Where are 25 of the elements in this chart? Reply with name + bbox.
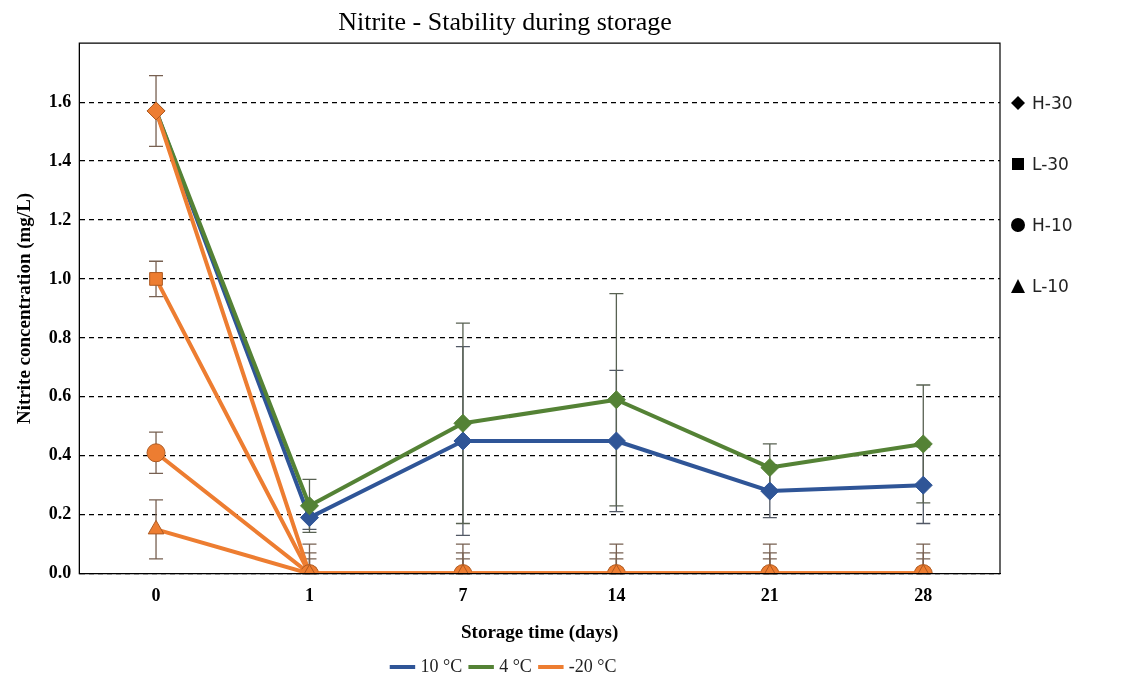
x-tick-label: 14 — [607, 585, 626, 606]
y-tick-label: 1.0 — [48, 267, 72, 288]
y-tick-label: 0.4 — [48, 444, 72, 465]
y-tick-label: 1.6 — [48, 90, 72, 111]
x-tick-label: 21 — [760, 585, 779, 606]
legend-label: 10 °C — [420, 655, 463, 676]
legend-label: 4 °C — [499, 655, 532, 676]
x-tick-label: 0 — [151, 585, 161, 606]
x-tick-label: 1 — [304, 585, 314, 606]
y-tick-label: 0.0 — [48, 562, 72, 583]
legend-label: -20 °C — [568, 655, 617, 676]
y-tick-label: 1.2 — [48, 208, 72, 229]
text: L-10 — [1032, 275, 1069, 296]
text: H-30 — [1032, 92, 1073, 113]
y-tick-label: 1.4 — [48, 149, 72, 170]
x-tick-label: 28 — [914, 585, 933, 606]
y-tick-label: 0.2 — [48, 503, 72, 524]
y-axis-title: Nitrite concentration (mg/L) — [13, 192, 36, 424]
text: H-10 — [1032, 214, 1073, 235]
chart-title: Nitrite - Stability during storage — [338, 7, 672, 37]
x-tick-label: 7 — [458, 585, 468, 606]
x-axis-title: Storage time (days) — [461, 620, 619, 643]
y-tick-label: 0.6 — [48, 385, 72, 406]
text: L-30 — [1032, 153, 1069, 174]
y-tick-label: 0.8 — [48, 326, 72, 347]
